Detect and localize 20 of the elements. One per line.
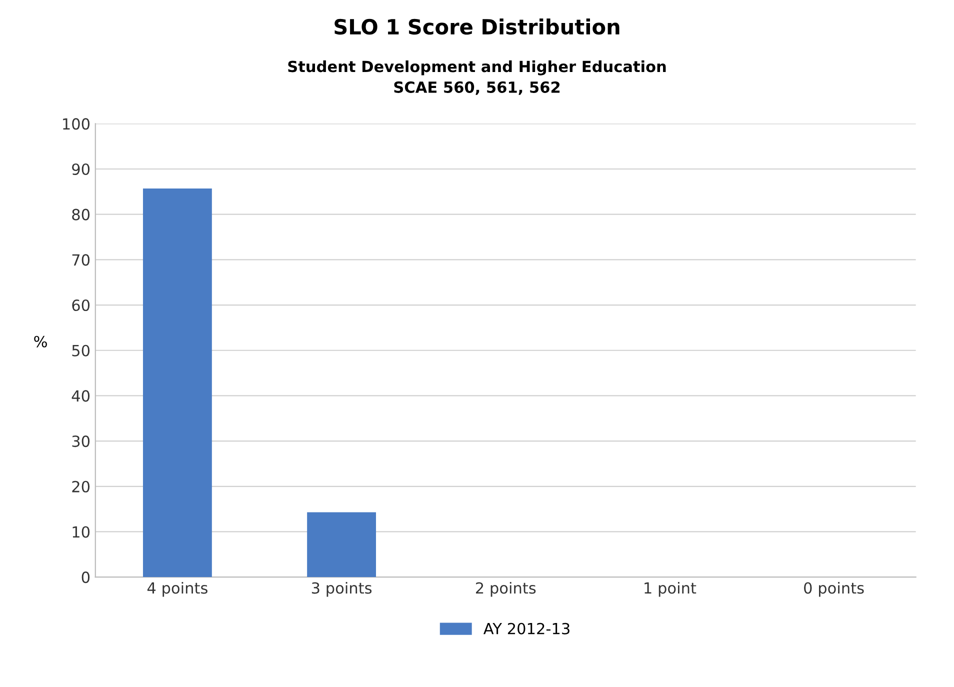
- chart-title: SLO 1 Score Distribution: [334, 18, 620, 35]
- legend-label: AY 2012-13: [483, 622, 570, 634]
- y-tick-label: 20: [72, 480, 90, 492]
- y-tick-label: 10: [72, 526, 90, 538]
- y-tick-label: 60: [72, 299, 90, 312]
- y-tick-label: 80: [72, 208, 90, 220]
- y-tick-label: 50: [72, 344, 90, 356]
- y-tick-label: 0: [82, 572, 90, 584]
- y-tick-label: 70: [72, 254, 90, 266]
- y-axis-title: %: [34, 336, 47, 348]
- x-tick-label: 3 points: [312, 582, 372, 597]
- x-tick-label: 2 points: [476, 582, 536, 597]
- y-tick-label: 40: [72, 390, 90, 402]
- x-tick-label: 1 point: [644, 582, 696, 597]
- y-tick-label: 30: [72, 436, 90, 448]
- x-tick-label: 4 points: [147, 582, 208, 597]
- y-tick-label: 90: [72, 163, 90, 176]
- y-tick-label: 100: [63, 118, 90, 130]
- x-tick-label: 0 points: [804, 582, 864, 597]
- chart-subtitle: Student Development and Higher Education SCAE 560, 561, 562: [288, 60, 666, 95]
